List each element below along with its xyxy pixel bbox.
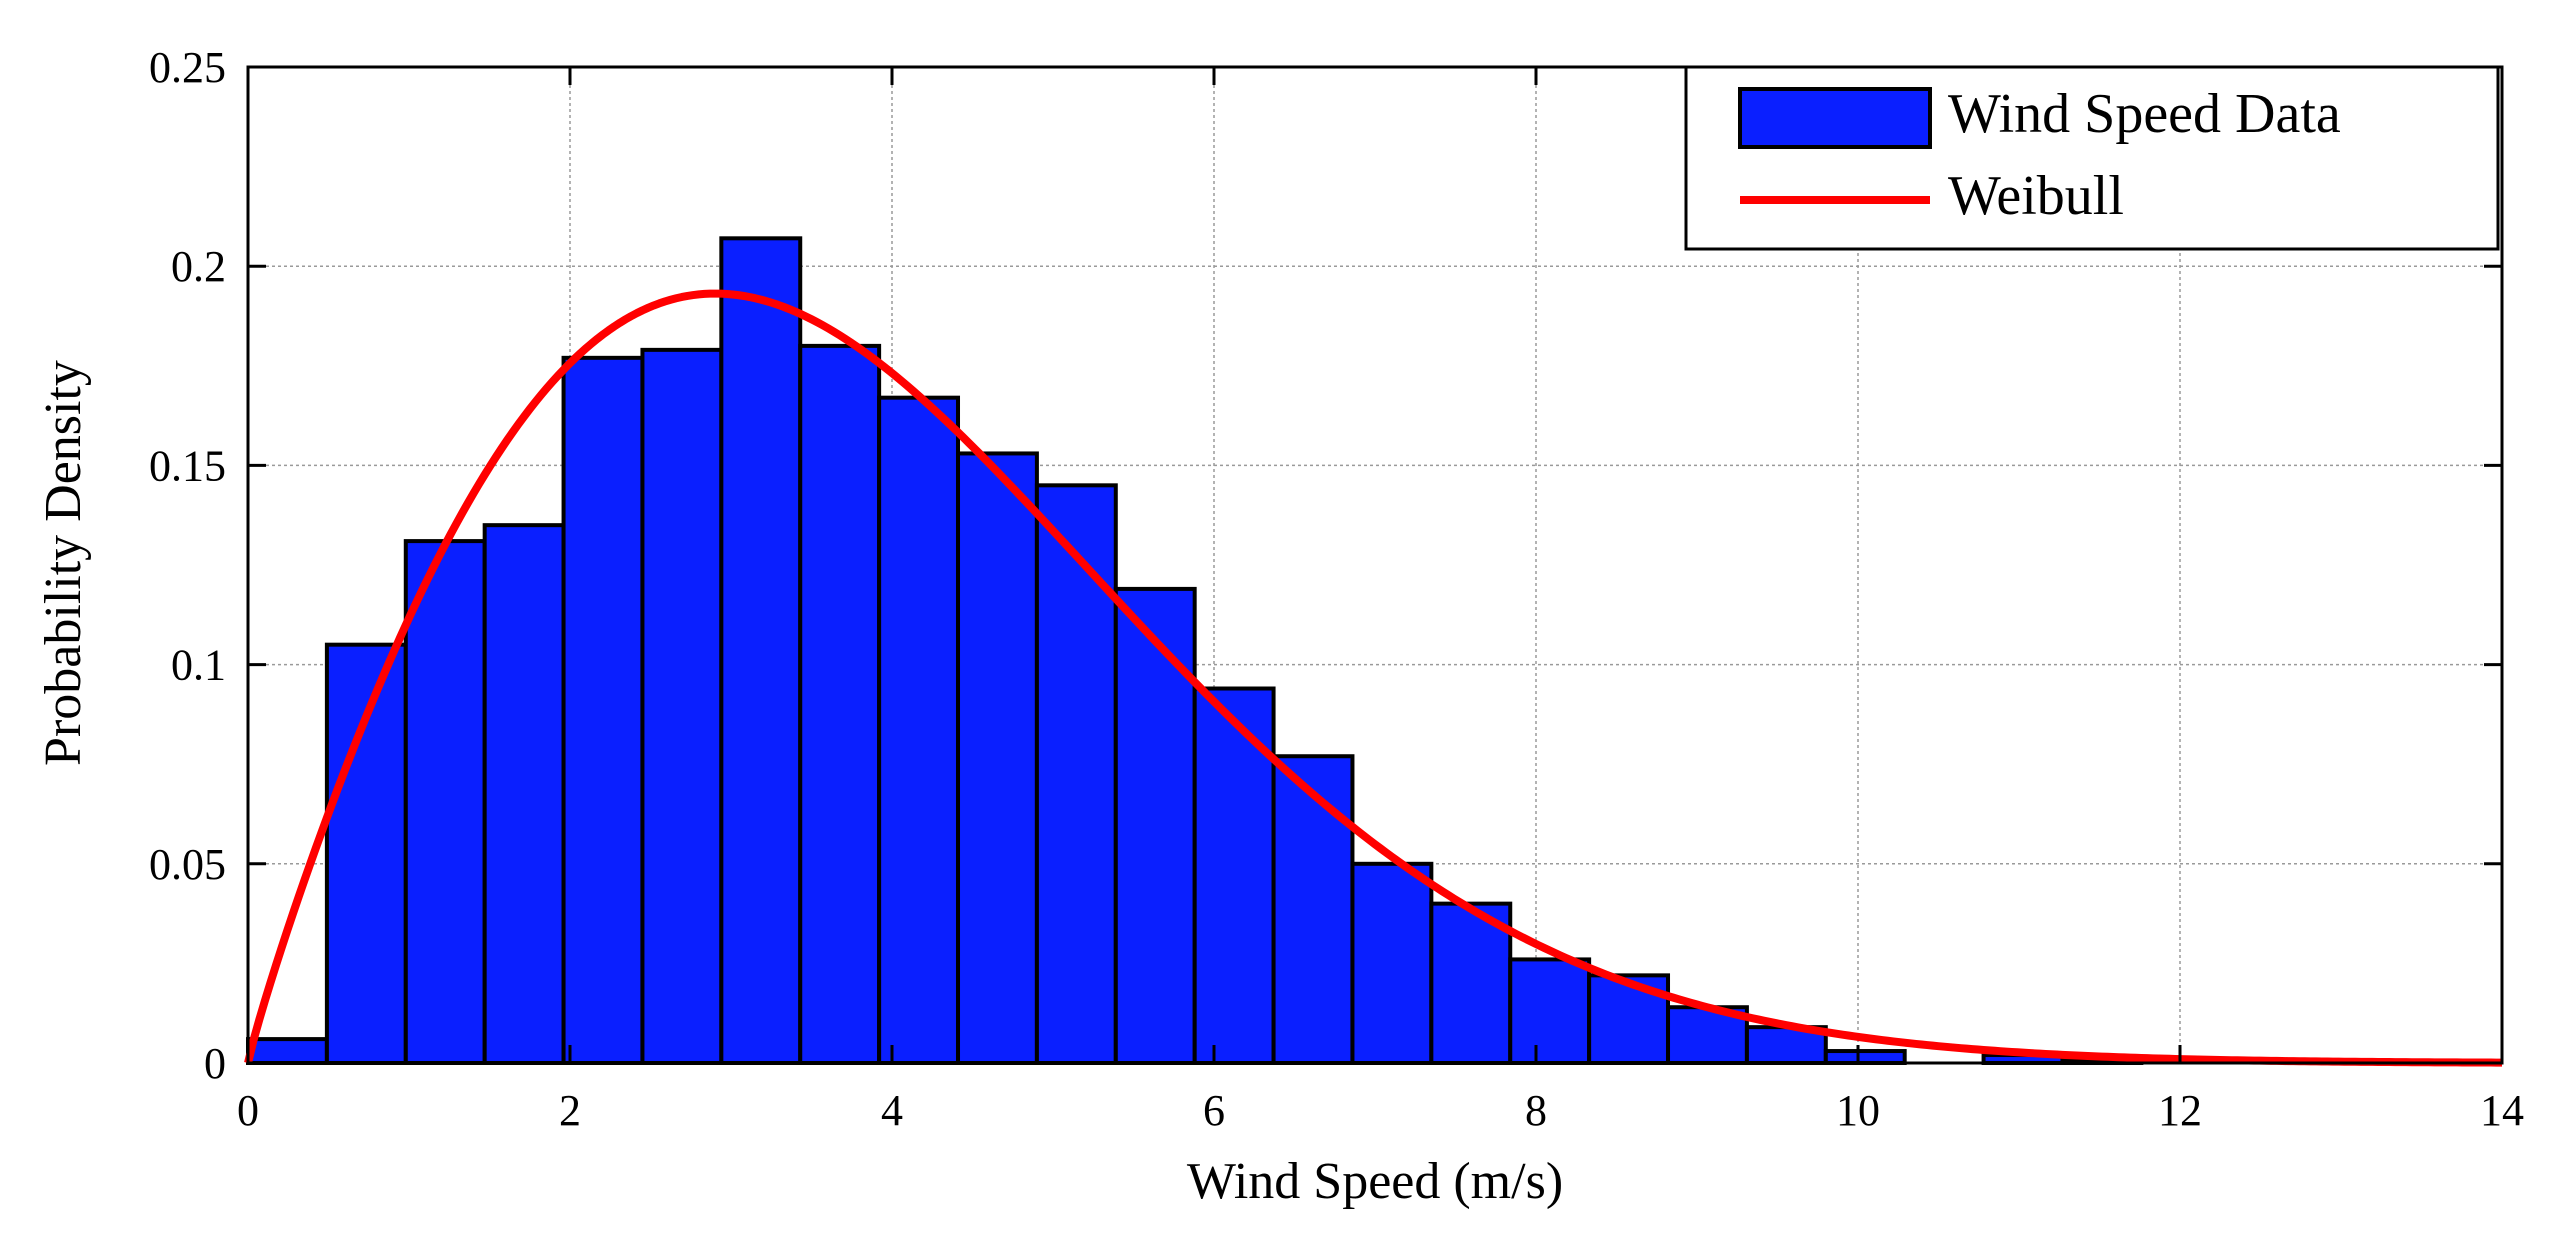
y-tick-label: 0.05 xyxy=(149,840,226,889)
legend-label-weibull: Weibull xyxy=(1948,165,2124,227)
y-tick-label: 0.25 xyxy=(149,43,226,92)
x-tick-label: 8 xyxy=(1525,1086,1547,1135)
x-tick-label: 6 xyxy=(1203,1086,1225,1135)
weibull-line xyxy=(244,289,2503,1067)
y-tick-label: 0.1 xyxy=(171,641,226,690)
histogram-bar xyxy=(1034,483,1118,1065)
x-tick-label: 12 xyxy=(2158,1086,2202,1135)
histogram-bar xyxy=(956,451,1039,1065)
histogram-bar xyxy=(798,343,882,1065)
histogram-bar xyxy=(1271,754,1355,1065)
axis-ticks: 0 2 4 6 8 10 12 14 0 0.05 0.1 0.15 0.2 0.25 xyxy=(149,43,2524,1135)
histogram-bar xyxy=(877,395,961,1065)
x-tick-label: 4 xyxy=(881,1086,903,1135)
y-axis-label: Probability Density xyxy=(35,360,92,766)
histogram-bar xyxy=(403,539,487,1065)
y-tick-label: 0 xyxy=(204,1039,226,1088)
y-tick-label: 0.15 xyxy=(149,441,226,490)
legend-label-wind-speed-data: Wind Speed Data xyxy=(1948,83,2341,145)
weibull-line-layer xyxy=(244,289,2503,1067)
histogram-bar xyxy=(561,355,645,1066)
y-tick-label: 0.2 xyxy=(171,242,226,291)
histogram-bar xyxy=(246,1037,329,1065)
histogram-bars xyxy=(246,236,2144,1066)
histogram-bar xyxy=(1113,586,1197,1065)
x-axis-label: Wind Speed (m/s) xyxy=(1187,1153,1563,1210)
histogram-bar xyxy=(1350,861,1434,1065)
plot-frame xyxy=(246,65,2504,1065)
x-tick-label: 10 xyxy=(1836,1086,1880,1135)
x-tick-label: 0 xyxy=(237,1086,259,1135)
histogram-bar xyxy=(1508,957,1592,1066)
histogram-bar xyxy=(1823,1049,1907,1065)
x-tick-label: 14 xyxy=(2480,1086,2524,1135)
histogram-bar xyxy=(640,347,724,1065)
histogram-bar xyxy=(719,236,803,1065)
x-tick-label: 2 xyxy=(559,1086,581,1135)
histogram-bar xyxy=(482,523,566,1065)
legend-bar-swatch xyxy=(1738,87,1932,149)
legend: Wind Speed Data Weibull xyxy=(1684,65,2500,251)
